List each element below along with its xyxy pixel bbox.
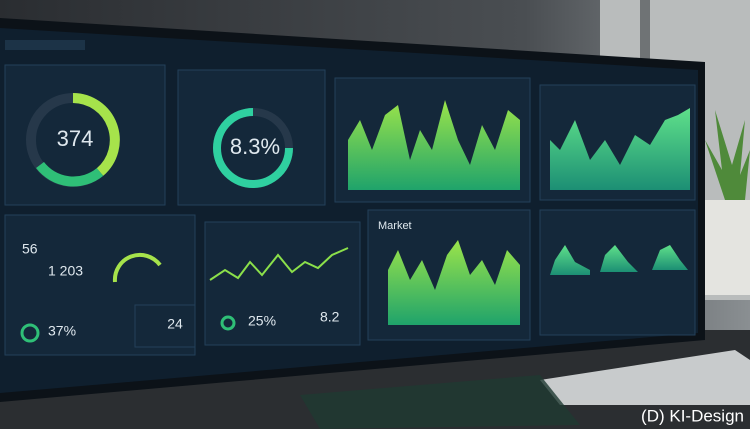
ring-arc: [213, 108, 293, 188]
area-chart: [652, 245, 688, 270]
plant: [705, 110, 750, 295]
kpi-value: 8.3%: [230, 134, 280, 159]
panel: [204, 221, 361, 346]
kpi-value: 56: [22, 241, 38, 257]
area-chart: [550, 108, 690, 190]
panel-title: Market: [378, 220, 412, 232]
keyboard: [540, 350, 750, 405]
watermark: (D) KI-Design: [641, 406, 744, 425]
area-chart: [348, 100, 520, 190]
mini-gauge: [112, 252, 162, 283]
area-chart: [388, 240, 520, 325]
kpi-value: 25%: [248, 313, 276, 329]
kpi-value: 24: [167, 316, 183, 332]
kpi-value: 1 203: [48, 263, 83, 279]
panel: [134, 304, 196, 348]
menu-bar: [5, 40, 85, 50]
kpi-value: 8.2: [320, 309, 340, 325]
kpi-value: 374: [57, 126, 94, 151]
line-chart: [209, 247, 349, 281]
area-chart: [550, 245, 590, 275]
icon: [220, 315, 236, 331]
area-chart: [600, 245, 638, 272]
desk-reflection: [300, 375, 580, 429]
gauge-arc: [36, 161, 104, 187]
gauge-arc: [72, 93, 120, 176]
kpi-value: 37%: [48, 323, 76, 339]
icon: [20, 323, 40, 343]
